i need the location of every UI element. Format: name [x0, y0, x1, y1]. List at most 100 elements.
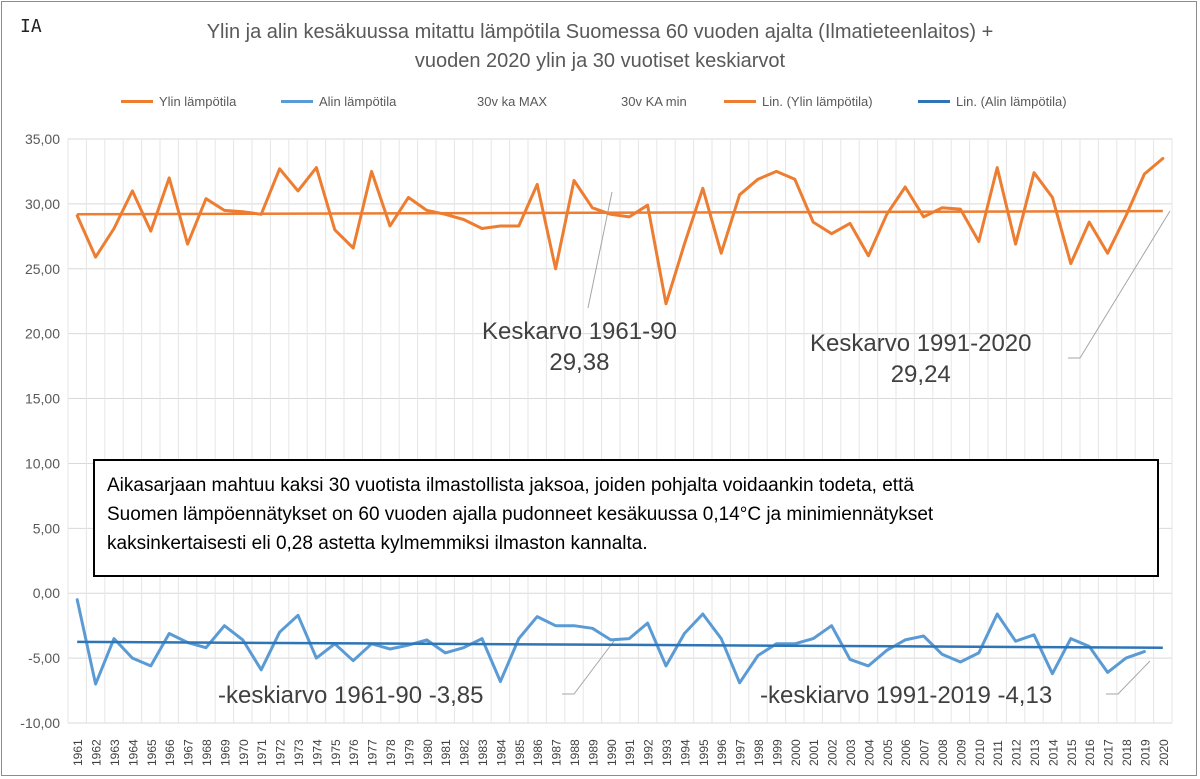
x-tick-label: 1971 [255, 739, 269, 766]
x-tick-label: 2006 [899, 739, 913, 766]
legend-label-alin: Alin lämpötila [319, 94, 397, 109]
x-tick-label: 1965 [145, 739, 159, 766]
legend-item-30v-max: 30v ka MAX [477, 94, 547, 109]
x-tick-label: 1980 [421, 739, 435, 766]
x-tick-label: 2000 [789, 739, 803, 766]
legend-item-alin: Alin lämpötila [281, 94, 396, 109]
annotation-max-1961-90-label: Keskarvo 1961-90 [482, 318, 677, 345]
y-tick-label: 15,00 [25, 391, 60, 407]
y-tick-label: 5,00 [33, 520, 60, 536]
chart-title-line-2: vuoden 2020 ylin ja 30 vuotiset keskiarv… [414, 50, 786, 72]
x-tick-label: 2012 [1010, 739, 1024, 766]
x-tick-label: 1975 [329, 739, 343, 766]
annotation-leader-line [587, 191, 613, 309]
x-tick-label: 2002 [826, 739, 840, 766]
x-tick-label: 1982 [458, 739, 472, 766]
trendline-lin-ylin-l-mp-tila- [77, 209, 1163, 216]
summary-line-1: Aikasarjaan mahtuu kaksi 30 vuotista ilm… [107, 475, 914, 496]
annotation-leader-lines [562, 191, 1171, 695]
trendline-lin-alin-l-mp-tila- [77, 640, 1163, 649]
x-tick-label: 1964 [126, 739, 140, 766]
legend-label-lin-alin: Lin. (Alin lämpötila) [956, 94, 1067, 109]
chart-title: Ylin ja alin kesäkuussa mitattu lämpötil… [0, 18, 1200, 76]
x-tick-label: 1970 [237, 739, 251, 766]
summary-textbox: Aikasarjaan mahtuu kaksi 30 vuotista ilm… [93, 459, 1159, 577]
x-tick-label: 2005 [881, 739, 895, 766]
x-tick-label: 1969 [218, 739, 232, 766]
annotation-max-1991-2020: Keskarvo 1991-2020 29,24 [810, 328, 1031, 390]
annotation-max-1991-2020-label: Keskarvo 1991-2020 [810, 330, 1032, 357]
x-tick-label: 2011 [991, 740, 1005, 766]
annotation-leader-line [1106, 660, 1151, 695]
x-tick-label: 1996 [715, 739, 729, 766]
chart-title-line-1: Ylin ja alin kesäkuussa mitattu lämpötil… [206, 21, 994, 43]
legend-swatch-ylin [121, 100, 153, 103]
x-tick-label: 2014 [1046, 739, 1060, 766]
legend-item-30v-min: 30v KA min [621, 94, 687, 109]
series-lines [75, 157, 1165, 686]
x-tick-label: 1992 [642, 739, 656, 766]
legend-swatch-alin [281, 100, 313, 103]
x-tick-label: 1978 [384, 739, 398, 766]
x-tick-label: 1961 [71, 739, 85, 766]
x-tick-label: 2004 [862, 739, 876, 766]
x-tick-label: 2007 [918, 739, 932, 766]
annotation-min-1961-90: -keskiarvo 1961-90 -3,85 [218, 682, 484, 709]
x-tick-label: 1967 [182, 739, 196, 766]
series-line-alin-l-mp-tila [75, 598, 1146, 686]
x-tick-label: 1973 [292, 739, 306, 766]
legend-label-30v-max: 30v ka MAX [477, 94, 548, 109]
x-tick-label: 1966 [163, 739, 177, 766]
legend-label-lin-ylin: Lin. (Ylin lämpötila) [762, 94, 873, 109]
x-tick-label: 1990 [605, 739, 619, 766]
y-tick-labels: 35,00 30,00 25,00 20,00 15,00 10,00 5,00 0,00 -5… [20, 131, 60, 731]
x-tick-label: 1989 [586, 739, 600, 766]
x-tick-label: 2003 [844, 739, 858, 766]
y-tick-label: -10,00 [20, 715, 60, 731]
x-tick-label: 1984 [494, 739, 508, 766]
x-tick-label: 1994 [678, 739, 692, 766]
x-tick-label: 2001 [807, 739, 821, 766]
x-tick-label: 1995 [697, 739, 711, 766]
x-tick-label: 2018 [1120, 739, 1134, 766]
legend-swatch-lin-alin [918, 100, 950, 103]
y-tick-label: 30,00 [25, 196, 60, 212]
x-tick-labels: 1961 1962 1963 1964 1965 1966 1967 1968 1969 1970… [71, 739, 1171, 766]
y-tick-label: -5,00 [28, 650, 60, 666]
x-tick-label: 1968 [200, 739, 214, 766]
x-tick-label: 1976 [347, 739, 361, 766]
annotation-min-1991-2019: -keskiarvo 1991-2019 -4,13 [760, 682, 1053, 709]
gridlines [67, 138, 1173, 724]
y-tick-label: 25,00 [25, 261, 60, 277]
x-tick-label: 1997 [734, 739, 748, 766]
x-tick-label: 1979 [402, 739, 416, 766]
x-tick-label: 2010 [973, 739, 987, 766]
x-tick-label: 2020 [1157, 739, 1171, 766]
x-tick-label: 1977 [366, 739, 380, 766]
x-tick-label: 2013 [1028, 739, 1042, 766]
y-tick-label: 20,00 [25, 326, 60, 342]
x-tick-label: 1986 [531, 739, 545, 766]
legend-label-30v-min: 30v KA min [621, 94, 687, 109]
x-tick-label: 1991 [623, 739, 637, 766]
x-tick-label: 2009 [954, 739, 968, 766]
logo: IA [20, 16, 42, 37]
x-tick-label: 2017 [1102, 739, 1116, 766]
x-tick-label: 1993 [660, 739, 674, 766]
y-tick-label: 10,00 [25, 455, 60, 471]
x-tick-label: 2016 [1083, 739, 1097, 766]
x-tick-label: 1963 [108, 739, 122, 766]
summary-line-2: Suomen lämpöennätykset on 60 vuoden ajal… [107, 504, 934, 525]
annotation-leader-line [1068, 210, 1171, 359]
x-tick-label: 1962 [90, 739, 104, 766]
x-tick-label: 1983 [476, 739, 490, 766]
y-tick-label: 0,00 [33, 585, 60, 601]
x-tick-label: 2019 [1138, 739, 1152, 766]
x-tick-label: 1999 [770, 739, 784, 766]
x-tick-label: 1988 [568, 739, 582, 766]
annotation-max-1961-90-value: 29,38 [549, 349, 610, 376]
annotation-leader-line [562, 640, 615, 695]
y-tick-label: 35,00 [25, 131, 60, 147]
x-tick-label: 1974 [310, 739, 324, 766]
